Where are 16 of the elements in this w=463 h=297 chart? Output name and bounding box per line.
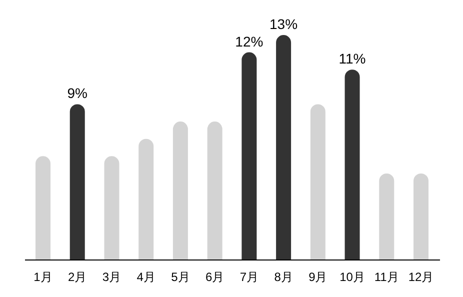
x-tick-label: 8月: [274, 270, 293, 284]
x-tick-label: 7月: [240, 270, 259, 284]
x-tick-label: 2月: [68, 270, 87, 284]
data-label: 9%: [67, 85, 88, 102]
x-tick-label: 10月: [340, 270, 365, 284]
x-tick-label: 11月: [374, 270, 399, 284]
x-tick-label: 6月: [205, 270, 224, 284]
data-label: 11%: [338, 50, 366, 67]
x-tick-label: 3月: [102, 270, 122, 284]
data-label: 13%: [270, 16, 298, 32]
x-tick-label: 4月: [136, 270, 156, 284]
x-tick-label: 1月: [34, 270, 52, 284]
x-tick-label: 5月: [171, 270, 190, 284]
x-tick-label: 9月: [308, 270, 328, 284]
data-label: 12%: [235, 33, 264, 50]
x-tick-label: 12月: [408, 270, 434, 284]
